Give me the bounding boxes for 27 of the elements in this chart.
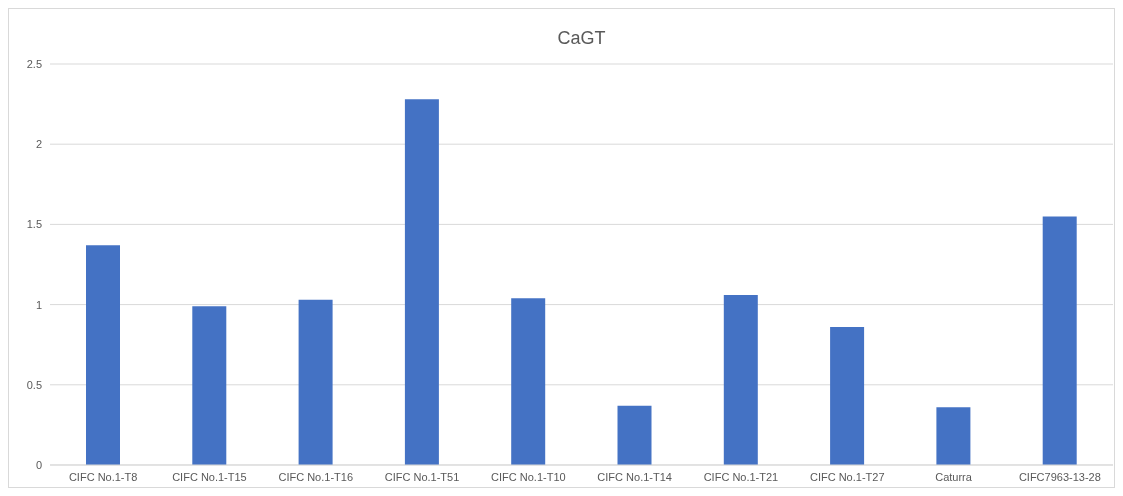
bar bbox=[830, 327, 865, 465]
x-tick-label: CIFC No.1-T8 bbox=[68, 470, 138, 483]
x-tick-label: CIFC No.1-T14 bbox=[597, 470, 672, 483]
x-tick-label: CIFC No.1-T21 bbox=[703, 470, 779, 483]
x-tick-label: CIFC No.1-T51 bbox=[384, 470, 460, 483]
bar bbox=[86, 245, 120, 465]
chart-title: CaGT bbox=[556, 27, 607, 49]
bar bbox=[617, 405, 652, 465]
bar bbox=[723, 294, 758, 465]
x-tick-label: CIFC No.1-T27 bbox=[809, 470, 885, 483]
bar bbox=[1042, 216, 1077, 465]
y-tick-label: 0 bbox=[35, 458, 42, 471]
y-tick-label: 2 bbox=[35, 138, 42, 151]
y-tick-label: 1.5 bbox=[26, 218, 42, 231]
y-tick-label: 1 bbox=[35, 298, 42, 311]
y-tick-label: 2.5 bbox=[26, 57, 42, 70]
bar bbox=[404, 99, 439, 465]
x-tick-label: CIFC No.1-T15 bbox=[172, 470, 247, 483]
x-tick-label: CIFC No.1-T16 bbox=[278, 470, 354, 483]
bar bbox=[192, 306, 227, 465]
bar bbox=[936, 407, 971, 465]
x-tick-label: Caturra bbox=[935, 470, 973, 483]
x-tick-label: CIFC7963-13-28 bbox=[1018, 470, 1101, 483]
bar bbox=[298, 299, 333, 465]
y-tick-label: 0.5 bbox=[26, 378, 42, 391]
bar bbox=[511, 298, 546, 465]
x-tick-label: CIFC No.1-T10 bbox=[491, 470, 566, 483]
